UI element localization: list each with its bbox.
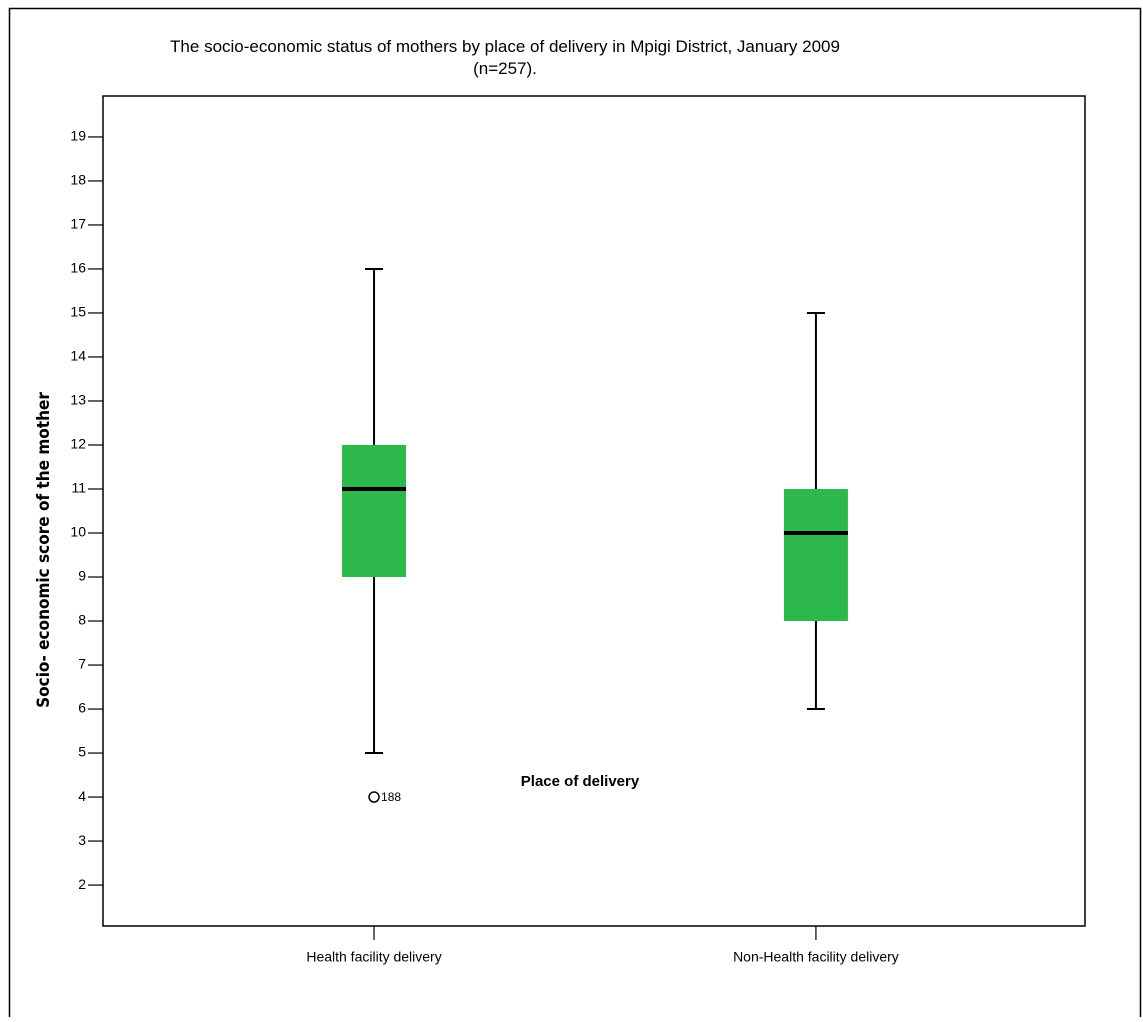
plot-area — [102, 95, 1086, 927]
y-tick-label: 9 — [78, 568, 86, 584]
y-tick-label: 7 — [78, 656, 86, 672]
y-tick-label: 2 — [78, 876, 86, 892]
x-tick-label: Non-Health facility delivery — [733, 949, 899, 965]
y-tick-label: 10 — [70, 524, 86, 540]
box — [783, 488, 848, 622]
y-tick-label: 13 — [70, 392, 86, 408]
y-tick-label: 5 — [78, 744, 86, 760]
y-tick-label: 16 — [70, 260, 86, 276]
y-tick-label: 17 — [70, 216, 86, 232]
y-tick-label: 19 — [70, 128, 86, 144]
outlier — [368, 791, 380, 803]
outlier-label: 188 — [381, 790, 401, 804]
y-tick-label: 18 — [70, 172, 86, 188]
x-axis-label: Place of delivery — [521, 773, 640, 790]
y-tick-label: 15 — [70, 304, 86, 320]
title-box: The socio-economic status of mothers by … — [170, 37, 840, 78]
box — [342, 444, 407, 578]
y-tick-label: 12 — [70, 436, 86, 452]
y-tick-label: 14 — [70, 348, 86, 364]
x-tick-label: Health facility delivery — [306, 949, 441, 965]
y-tick-label: 3 — [78, 832, 86, 848]
y-axis-label: Socio- economic score of the mother — [34, 392, 54, 708]
y-tick-label: 6 — [78, 700, 86, 716]
frame — [8, 7, 1142, 1022]
y-tick-label: 4 — [78, 788, 86, 804]
chart-title: The socio-economic status of mothers by … — [170, 37, 840, 78]
y-tick-label: 11 — [71, 480, 86, 496]
y-tick-label: 8 — [78, 612, 86, 628]
